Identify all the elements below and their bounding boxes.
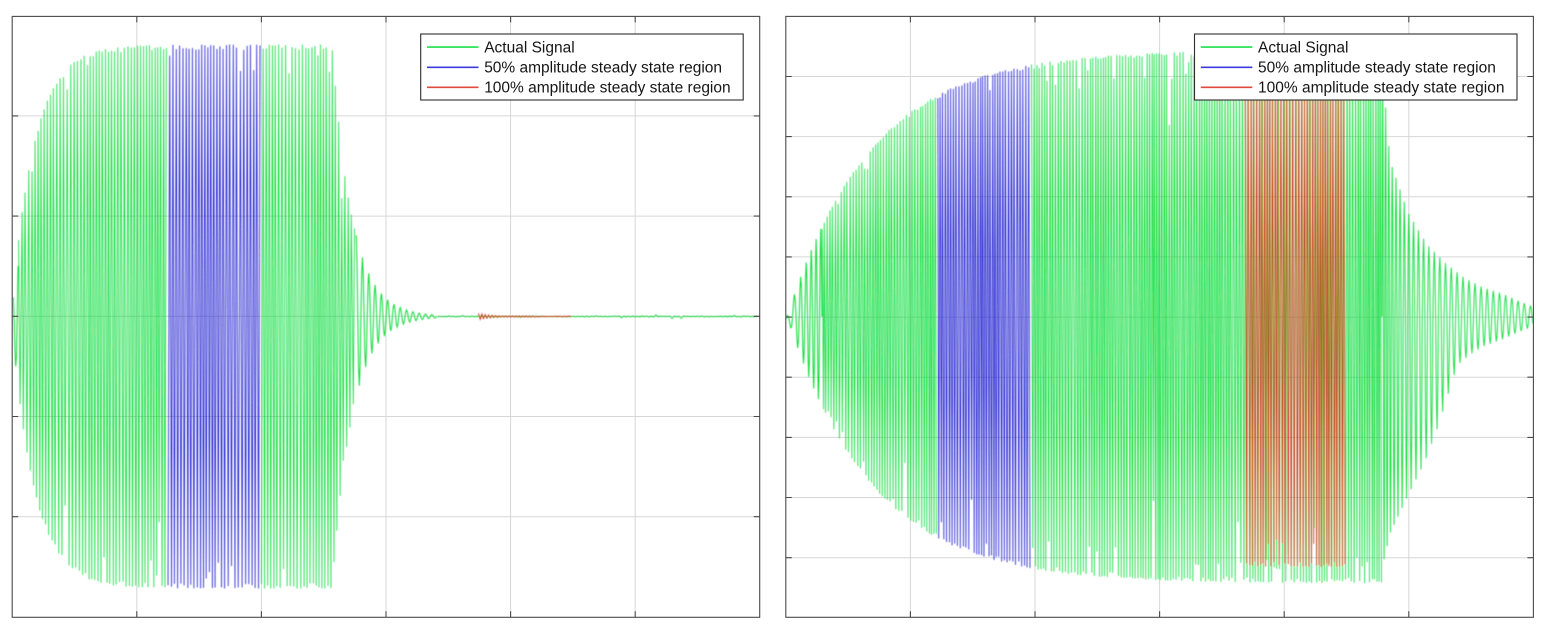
svg-text:100% amplitude steady state re: 100% amplitude steady state region [1258, 80, 1504, 97]
svg-text:Actual Signal: Actual Signal [1258, 40, 1348, 57]
svg-text:50% amplitude steady state reg: 50% amplitude steady state region [1258, 60, 1496, 77]
svg-text:50% amplitude steady state reg: 50% amplitude steady state region [484, 60, 722, 77]
svg-text:Actual Signal: Actual Signal [484, 40, 574, 57]
svg-text:100% amplitude steady state re: 100% amplitude steady state region [484, 80, 730, 97]
